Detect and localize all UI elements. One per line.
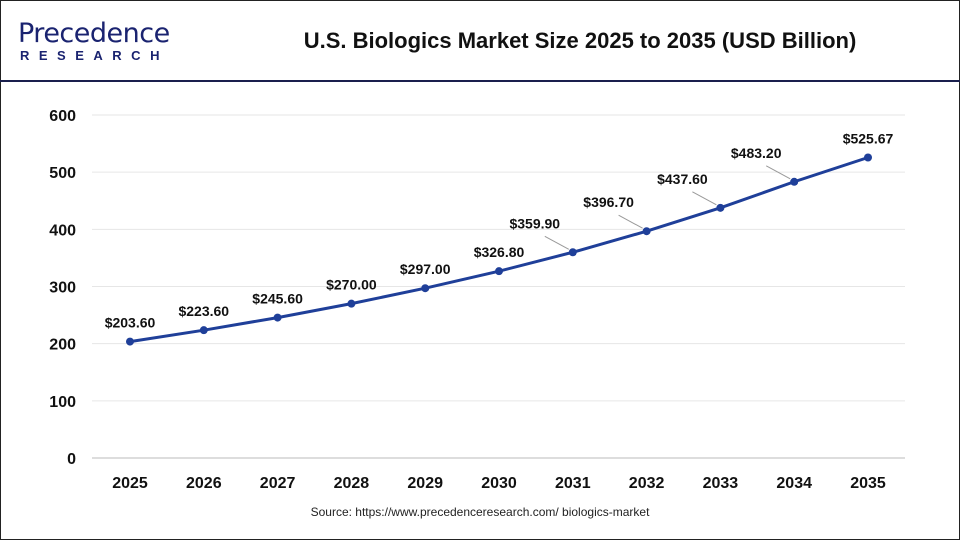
data-point (568, 248, 577, 257)
y-tick-label: 0 (67, 451, 76, 468)
data-point (421, 284, 430, 293)
x-tick-label: 2031 (555, 475, 591, 492)
data-label: $525.67 (843, 130, 894, 146)
leader-line (692, 191, 717, 206)
data-point (864, 153, 872, 162)
data-point (495, 267, 503, 276)
data-label: $297.00 (400, 261, 451, 277)
x-tick-label: 2026 (186, 475, 222, 492)
x-tick-label: 2035 (850, 475, 886, 492)
logo: Precedence RESEARCH (18, 18, 170, 64)
chart-title: U.S. Biologics Market Size 2025 to 2035 … (303, 28, 857, 53)
logo-subtext: RESEARCH (20, 48, 169, 63)
data-point (273, 313, 282, 322)
data-label: $483.20 (731, 145, 782, 161)
x-tick-label: 2032 (629, 475, 665, 492)
x-tick-label: 2029 (407, 475, 443, 492)
data-point (199, 326, 208, 335)
x-tick-label: 2030 (481, 475, 517, 492)
data-label: $359.90 (509, 215, 560, 231)
leader-line (765, 165, 791, 180)
y-tick-label: 100 (49, 394, 76, 411)
data-label: $203.60 (105, 315, 156, 331)
y-tick-label: 300 (49, 280, 76, 297)
y-tick-label: 400 (49, 222, 76, 239)
logo-text: Precedence (18, 18, 170, 49)
data-label: $437.60 (657, 171, 708, 187)
data-label: $326.80 (474, 244, 525, 260)
leader-line (618, 214, 643, 229)
data-label: $223.60 (178, 303, 229, 319)
x-tick-label: 2025 (112, 475, 148, 492)
y-tick-label: 600 (49, 108, 76, 125)
header-divider (0, 80, 960, 82)
data-label: $396.70 (583, 194, 634, 210)
x-tick-label: 2034 (776, 475, 812, 492)
y-tick-label: 500 (49, 165, 76, 182)
data-point (642, 227, 651, 236)
data-point (790, 177, 799, 186)
data-label: $270.00 (326, 277, 377, 293)
x-tick-label: 2033 (703, 475, 739, 492)
source-text: Source: https://www.precedenceresearch.c… (310, 505, 650, 519)
data-point (347, 299, 356, 308)
data-label: $245.60 (252, 291, 303, 307)
y-tick-label: 200 (49, 337, 76, 354)
data-point (126, 337, 134, 346)
x-tick-label: 2028 (334, 475, 370, 492)
data-point (716, 203, 725, 212)
x-tick-label: 2027 (260, 475, 296, 492)
leader-line (544, 235, 570, 250)
